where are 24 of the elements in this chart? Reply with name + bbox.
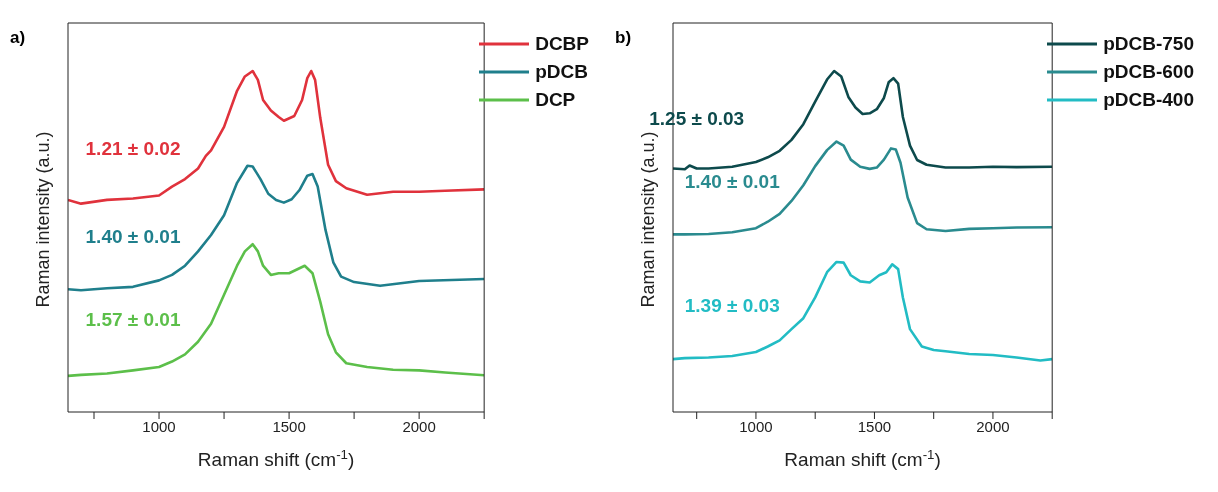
x-tick-label: 1500	[272, 417, 306, 435]
y-axis-title: Raman intensity (a.u.)	[638, 131, 659, 308]
legend-label: pDCB-600	[1103, 60, 1194, 84]
legend-label: pDCB	[535, 60, 588, 84]
x-tick-label: 2000	[402, 417, 436, 435]
x-tick-label: 1500	[857, 417, 892, 435]
annotation: 1.40 ± 0.01	[684, 171, 781, 193]
chart-title: b)	[615, 28, 632, 48]
annotation: 1.57 ± 0.01	[85, 309, 181, 331]
annotation: 1.21 ± 0.02	[85, 137, 181, 159]
annotation: 1.25 ± 0.03	[649, 107, 745, 129]
x-tick-label: 1000	[142, 417, 176, 435]
legend-label: DCBP	[535, 32, 589, 56]
legend-label: DCP	[535, 88, 576, 112]
chart-title: a)	[10, 28, 26, 48]
x-axis-title: Raman shift (cm$^{-1}$)	[784, 446, 941, 470]
x-axis-title: Raman shift (cm$^{-1}$)	[197, 446, 355, 470]
x-tick-label: 1000	[739, 417, 773, 435]
legend-label: pDCB-750	[1103, 32, 1194, 56]
y-axis-title: Raman intensity (a.u.)	[33, 131, 54, 308]
legend-label: pDCB-400	[1103, 88, 1194, 112]
annotation: 1.39 ± 0.03	[684, 295, 780, 317]
x-tick-label: 2000	[976, 417, 1010, 435]
annotation: 1.40 ± 0.01	[85, 225, 181, 247]
